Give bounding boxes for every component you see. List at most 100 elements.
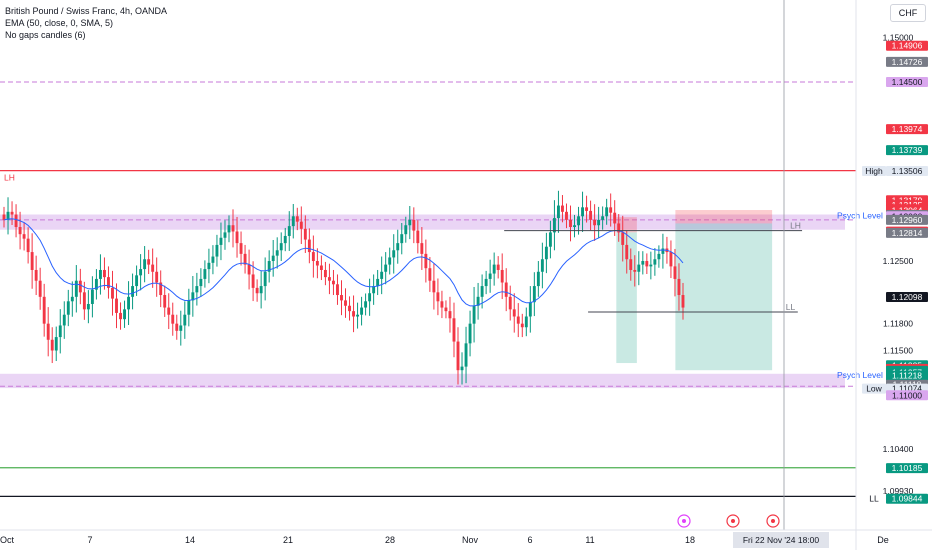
price-label-3: 1.13974 xyxy=(892,124,923,134)
candle-body xyxy=(428,268,432,281)
price-tick-label-0: 1.15000 xyxy=(883,32,914,42)
candle-body xyxy=(195,286,199,293)
candle-body xyxy=(199,278,203,287)
candle-body xyxy=(82,292,86,310)
candle-body xyxy=(103,269,106,278)
candle-body xyxy=(279,243,283,251)
price-label-5: 1.13506 xyxy=(892,166,923,176)
time-tick-label-4: 28 xyxy=(385,535,395,545)
price-label-bg-12 xyxy=(886,214,928,225)
candle-body xyxy=(364,301,368,308)
time-tick-label-3: 21 xyxy=(283,535,293,545)
candle-body xyxy=(669,252,673,267)
psych-level-label-0: Psych Level xyxy=(837,210,883,220)
candle-body xyxy=(400,234,404,244)
candle-body xyxy=(404,225,408,235)
candle-body xyxy=(504,282,508,297)
candle-body xyxy=(247,264,251,275)
candle-body xyxy=(336,284,339,296)
candle-body xyxy=(299,221,303,229)
psych-level-label-1: Psych Level xyxy=(837,370,883,380)
horizontal-line-label-0: LH xyxy=(4,173,15,183)
candle-body xyxy=(107,277,110,288)
event-marker-dot-1 xyxy=(731,519,735,523)
candles-indicator-label[interactable]: No gaps candles (6) xyxy=(5,30,86,40)
candle-body xyxy=(472,305,476,324)
candle-body xyxy=(323,269,327,278)
price-label-2: 1.14500 xyxy=(892,77,923,87)
price-label-4: 1.13739 xyxy=(892,145,923,155)
candle-body xyxy=(94,278,98,290)
candle-body xyxy=(171,314,175,324)
price-label-bg-25 xyxy=(886,493,928,504)
candle-body xyxy=(412,219,416,231)
candle-body xyxy=(500,269,504,283)
candle-body xyxy=(291,216,295,227)
candle-body xyxy=(58,325,62,338)
price-tag-bg-5 xyxy=(862,166,886,177)
candle-body xyxy=(577,216,580,226)
candle-body xyxy=(484,278,488,287)
candle-body xyxy=(677,278,681,296)
candle-body xyxy=(86,303,90,310)
candle-body xyxy=(147,259,151,265)
price-label-bg-14 xyxy=(886,227,928,238)
candle-body xyxy=(311,252,315,262)
candle-body xyxy=(581,207,584,217)
candle-body xyxy=(492,264,496,274)
candle-body xyxy=(14,214,18,228)
candle-body xyxy=(70,296,74,302)
candle-body xyxy=(143,259,147,270)
price-label-bg-23 xyxy=(886,390,928,401)
price-tag-22: Low xyxy=(866,384,882,394)
candle-body xyxy=(267,261,271,272)
candle-body xyxy=(641,261,645,265)
price-tick-label-3: 1.11500 xyxy=(883,346,913,356)
candle-body xyxy=(593,219,597,226)
candle-body xyxy=(283,235,287,244)
candle-body xyxy=(556,205,560,219)
price-tag-bg-25 xyxy=(862,493,886,504)
currency-button[interactable]: CHF xyxy=(890,4,926,22)
candle-body xyxy=(569,219,572,228)
candle-body xyxy=(151,264,155,272)
candle-body xyxy=(239,243,243,254)
event-marker-dot-0 xyxy=(682,519,686,523)
candle-body xyxy=(392,250,396,258)
candle-body xyxy=(18,227,22,235)
candle-body xyxy=(211,256,215,263)
price-label-bg-0 xyxy=(886,40,928,51)
ema-indicator-label[interactable]: EMA (50, close, 0, SMA, 5) xyxy=(5,18,114,28)
candle-body xyxy=(544,246,548,260)
candle-body xyxy=(440,301,444,308)
candle-body xyxy=(384,264,388,272)
candle-body xyxy=(480,286,484,297)
candle-body xyxy=(508,296,512,310)
symbol-title[interactable]: British Pound / Swiss Franc, 4h, OANDA xyxy=(5,6,168,16)
candle-body xyxy=(532,286,536,303)
candle-body xyxy=(30,252,34,270)
candle-body xyxy=(344,300,347,306)
candle-body xyxy=(159,282,163,296)
candle-body xyxy=(255,287,259,294)
candle-body xyxy=(42,296,46,324)
candle-body xyxy=(601,216,605,220)
candle-body xyxy=(356,314,360,317)
candle-body xyxy=(456,341,460,371)
candle-body xyxy=(661,248,665,254)
candle-body xyxy=(528,302,532,317)
candle-body xyxy=(585,207,589,211)
price-label-22: 1.11074 xyxy=(892,384,922,394)
candle-body xyxy=(629,259,633,270)
candle-body xyxy=(617,223,621,233)
candle-body xyxy=(287,226,291,236)
candle-body xyxy=(223,232,227,238)
price-label-bg-4 xyxy=(886,145,928,156)
candle-body xyxy=(368,293,372,302)
candle-body xyxy=(10,211,14,215)
candle-body xyxy=(352,311,355,317)
structure-label-0: LH xyxy=(790,221,801,231)
position-stop-zone-0 xyxy=(616,217,637,233)
candle-body xyxy=(448,311,452,319)
